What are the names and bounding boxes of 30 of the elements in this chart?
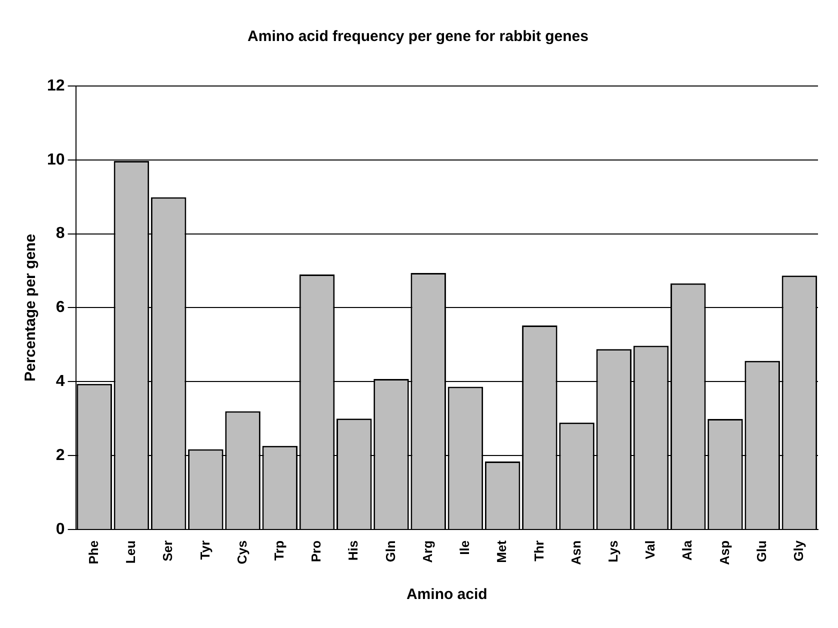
x-tick-label: Leu xyxy=(123,540,138,564)
x-tick-label: Thr xyxy=(531,540,546,562)
y-tick-label: 10 xyxy=(47,151,65,168)
x-tick-label: Trp xyxy=(271,540,286,561)
y-tick-label: 12 xyxy=(47,77,65,94)
y-tick-label: 8 xyxy=(56,225,65,242)
x-tick-label: Ile xyxy=(457,540,472,555)
x-tick-label: Asn xyxy=(568,540,584,566)
y-axis-title: Percentage per gene xyxy=(22,234,40,382)
x-tick-label: Ser xyxy=(160,540,176,562)
y-tick-label: 2 xyxy=(56,446,65,464)
x-tick-label: Lys xyxy=(605,540,620,562)
y-tick-label: 6 xyxy=(56,299,65,316)
x-tick-label: Gln xyxy=(382,540,398,562)
x-tick-label: Met xyxy=(494,540,510,563)
x-tick-label: Gly xyxy=(791,540,806,562)
x-tick-label: Pro xyxy=(308,540,324,562)
x-tick-label: Val xyxy=(642,540,658,560)
x-axis-title: Amino acid xyxy=(406,586,488,604)
x-tick-label: Tyr xyxy=(197,540,212,560)
x-tick-label: His xyxy=(346,540,361,561)
x-tick-label: Phe xyxy=(86,540,101,564)
x-tick-label: Cys xyxy=(234,540,250,564)
chart-title: Amino acid frequency per gene for rabbit genes xyxy=(248,28,588,46)
y-tick-label: 4 xyxy=(56,373,65,390)
y-tick-label: 0 xyxy=(56,520,65,538)
x-tick-label: Glu xyxy=(754,540,769,562)
x-tick-label: Arg xyxy=(420,540,435,563)
x-tick-label: Asp xyxy=(716,540,732,566)
x-tick-label: Ala xyxy=(680,540,695,561)
